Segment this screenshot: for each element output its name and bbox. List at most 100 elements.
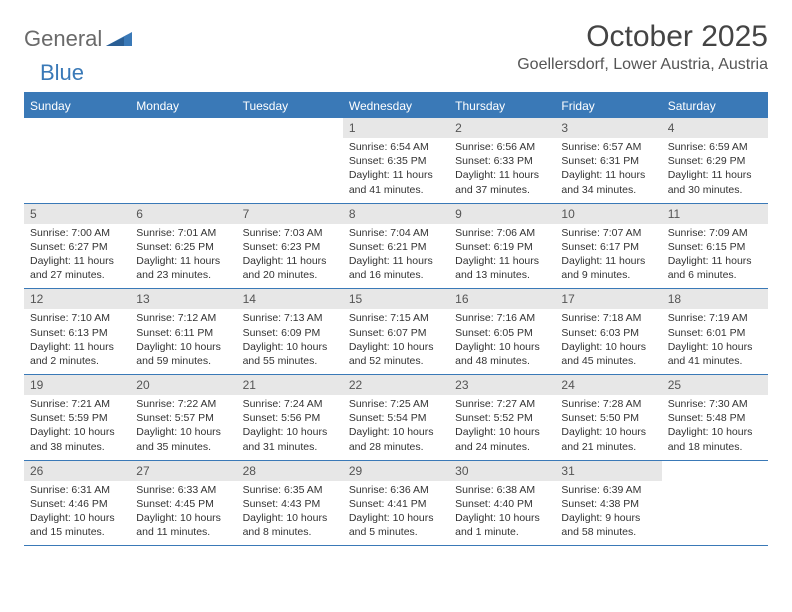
day-details (662, 479, 768, 535)
day-cell: 30Sunrise: 6:38 AMSunset: 4:40 PMDayligh… (449, 461, 555, 546)
day-number: 4 (662, 118, 768, 138)
title-block: October 2025 Goellersdorf, Lower Austria… (517, 20, 768, 74)
daylight-text: Daylight: 10 hours and 21 minutes. (561, 425, 655, 453)
day-cell: 17Sunrise: 7:18 AMSunset: 6:03 PMDayligh… (555, 289, 661, 374)
day-number (662, 461, 768, 479)
weekday-sunday: Sunday (24, 94, 130, 118)
day-details: Sunrise: 6:36 AMSunset: 4:41 PMDaylight:… (343, 481, 449, 546)
day-cell: 21 Sunrise: 7:24 AMSunset: 5:56 PMDayligh… (237, 375, 343, 460)
day-number: 3 (555, 118, 661, 138)
sunset-text: Sunset: 6:15 PM (668, 240, 762, 254)
daylight-text: Daylight: 10 hours and 31 minutes. (243, 425, 337, 453)
day-number: 7 (237, 204, 343, 224)
day-cell (662, 461, 768, 546)
day-cell: 12Sunrise: 7:10 AMSunset: 6:13 PMDayligh… (24, 289, 130, 374)
daylight-text: Daylight: 10 hours and 1 minute. (455, 511, 549, 539)
sunset-text: Sunset: 6:19 PM (455, 240, 549, 254)
day-details: Sunrise: 6:38 AMSunset: 4:40 PMDaylight:… (449, 481, 555, 546)
day-cell (130, 118, 236, 203)
day-cell (237, 118, 343, 203)
daylight-text: Daylight: 10 hours and 41 minutes. (668, 340, 762, 368)
day-cell: 28Sunrise: 6:35 AMSunset: 4:43 PMDayligh… (237, 461, 343, 546)
sunset-text: Sunset: 6:35 PM (349, 154, 443, 168)
day-cell: 23Sunrise: 7:27 AMSunset: 5:52 PMDayligh… (449, 375, 555, 460)
day-details: Sunrise: 7:10 AMSunset: 6:13 PMDaylight:… (24, 309, 130, 374)
day-number (130, 118, 236, 136)
day-number: 5 (24, 204, 130, 224)
daylight-text: Daylight: 11 hours and 13 minutes. (455, 254, 549, 282)
daylight-text: Daylight: 10 hours and 59 minutes. (136, 340, 230, 368)
sunset-text: Sunset: 4:46 PM (30, 497, 124, 511)
daylight-text: Daylight: 10 hours and 8 minutes. (243, 511, 337, 539)
daylight-text: Daylight: 10 hours and 38 minutes. (30, 425, 124, 453)
day-details: Sunrise: 6:57 AMSunset: 6:31 PMDaylight:… (555, 138, 661, 203)
sunset-text: Sunset: 6:09 PM (243, 326, 337, 340)
day-details: Sunrise: 7:25 AMSunset: 5:54 PMDaylight:… (343, 395, 449, 460)
sunrise-text: Sunrise: 7:25 AM (349, 397, 443, 411)
day-number: 1 (343, 118, 449, 138)
logo-word-1: General (24, 26, 102, 52)
sunrise-text: Sunrise: 7:13 AM (243, 311, 337, 325)
sunrise-text: Sunrise: 7:18 AM (561, 311, 655, 325)
weekday-friday: Friday (555, 94, 661, 118)
day-number: 11 (662, 204, 768, 224)
sunset-text: Sunset: 5:56 PM (243, 411, 337, 425)
day-details: Sunrise: 6:59 AMSunset: 6:29 PMDaylight:… (662, 138, 768, 203)
sunrise-text: Sunrise: 7:10 AM (30, 311, 124, 325)
sunrise-text: Sunrise: 6:38 AM (455, 483, 549, 497)
daylight-text: Daylight: 11 hours and 41 minutes. (349, 168, 443, 196)
day-details: Sunrise: 7:27 AMSunset: 5:52 PMDaylight:… (449, 395, 555, 460)
day-number: 18 (662, 289, 768, 309)
sunset-text: Sunset: 6:23 PM (243, 240, 337, 254)
day-number: 13 (130, 289, 236, 309)
sunset-text: Sunset: 6:21 PM (349, 240, 443, 254)
sunrise-text: Sunrise: 7:16 AM (455, 311, 549, 325)
sunrise-text: Sunrise: 7:12 AM (136, 311, 230, 325)
weekday-tuesday: Tuesday (237, 94, 343, 118)
sunrise-text: Sunrise: 6:54 AM (349, 140, 443, 154)
sunset-text: Sunset: 5:59 PM (30, 411, 124, 425)
sunrise-text: Sunrise: 7:01 AM (136, 226, 230, 240)
weekday-saturday: Saturday (662, 94, 768, 118)
day-number: 21 (237, 375, 343, 395)
sunrise-text: Sunrise: 7:09 AM (668, 226, 762, 240)
day-number (24, 118, 130, 136)
sunset-text: Sunset: 4:43 PM (243, 497, 337, 511)
sunset-text: Sunset: 6:11 PM (136, 326, 230, 340)
sunset-text: Sunset: 4:41 PM (349, 497, 443, 511)
day-cell: 27Sunrise: 6:33 AMSunset: 4:45 PMDayligh… (130, 461, 236, 546)
daylight-text: Daylight: 11 hours and 30 minutes. (668, 168, 762, 196)
sunset-text: Sunset: 5:57 PM (136, 411, 230, 425)
day-cell: 5Sunrise: 7:00 AMSunset: 6:27 PMDaylight… (24, 204, 130, 289)
day-details (237, 136, 343, 192)
week-row: 26Sunrise: 6:31 AMSunset: 4:46 PMDayligh… (24, 461, 768, 547)
sunset-text: Sunset: 6:31 PM (561, 154, 655, 168)
day-details: Sunrise: 7:00 AMSunset: 6:27 PMDaylight:… (24, 224, 130, 289)
week-row: 19Sunrise: 7:21 AMSunset: 5:59 PMDayligh… (24, 375, 768, 461)
sunset-text: Sunset: 4:38 PM (561, 497, 655, 511)
day-details: Sunrise: 7:06 AMSunset: 6:19 PMDaylight:… (449, 224, 555, 289)
sunrise-text: Sunrise: 7:04 AM (349, 226, 443, 240)
day-number: 14 (237, 289, 343, 309)
sunrise-text: Sunrise: 7:24 AM (243, 397, 337, 411)
sunrise-text: Sunrise: 6:35 AM (243, 483, 337, 497)
day-number: 2 (449, 118, 555, 138)
day-details: Sunrise: 6:35 AMSunset: 4:43 PMDaylight:… (237, 481, 343, 546)
daylight-text: Daylight: 11 hours and 16 minutes. (349, 254, 443, 282)
daylight-text: Daylight: 10 hours and 15 minutes. (30, 511, 124, 539)
sunset-text: Sunset: 6:01 PM (668, 326, 762, 340)
day-cell: 19Sunrise: 7:21 AMSunset: 5:59 PMDayligh… (24, 375, 130, 460)
sunset-text: Sunset: 6:17 PM (561, 240, 655, 254)
day-number: 8 (343, 204, 449, 224)
sunset-text: Sunset: 6:13 PM (30, 326, 124, 340)
week-row: 12Sunrise: 7:10 AMSunset: 6:13 PMDayligh… (24, 289, 768, 375)
sunrise-text: Sunrise: 7:28 AM (561, 397, 655, 411)
sunrise-text: Sunrise: 6:33 AM (136, 483, 230, 497)
day-number: 20 (130, 375, 236, 395)
day-number: 6 (130, 204, 236, 224)
day-number: 16 (449, 289, 555, 309)
sunset-text: Sunset: 4:45 PM (136, 497, 230, 511)
day-cell: 22Sunrise: 7:25 AMSunset: 5:54 PMDayligh… (343, 375, 449, 460)
daylight-text: Daylight: 10 hours and 11 minutes. (136, 511, 230, 539)
day-details: Sunrise: 7:12 AMSunset: 6:11 PMDaylight:… (130, 309, 236, 374)
